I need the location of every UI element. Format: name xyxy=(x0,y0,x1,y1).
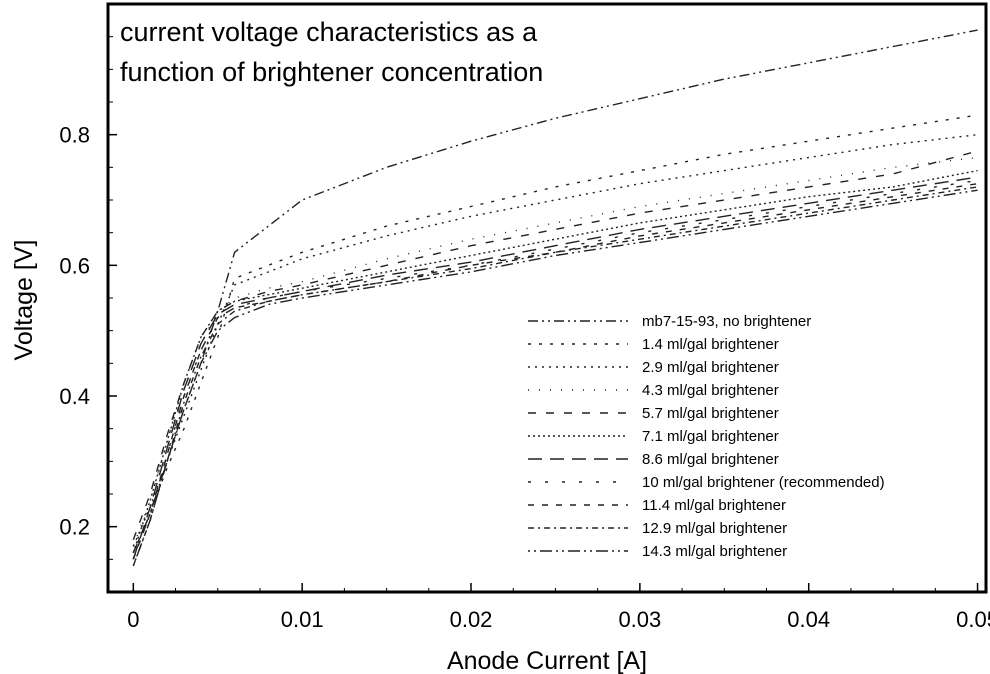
plot-lines xyxy=(132,29,978,567)
series-line-2 xyxy=(132,114,978,554)
x-tick-label-3: 0.03 xyxy=(618,607,661,632)
legend-label-11: 14.3 ml/gal brightener xyxy=(642,543,787,560)
y-axis-title: Voltage [V] xyxy=(10,240,38,361)
series-line-8 xyxy=(132,179,978,560)
axis-ticks xyxy=(108,36,979,593)
x-tick-labels: 0 0.01 0.02 0.03 0.04 0.05 xyxy=(127,607,990,632)
legend-label-5: 5.7 ml/gal brightener xyxy=(642,405,779,422)
plot-frame xyxy=(106,2,988,594)
series-line-3 xyxy=(132,134,978,547)
legend-label-9: 11.4 ml/gal brightener xyxy=(642,497,786,514)
y-tick-label-1: 0.4 xyxy=(59,384,90,409)
chart-title-line-1: current voltage characteristics as a xyxy=(120,17,538,47)
series-line-10 xyxy=(132,186,978,567)
legend: mb7-15-93, no brightener 1.4 ml/gal brigh… xyxy=(528,313,885,560)
chart-title: current voltage characteristics as a fun… xyxy=(120,17,543,87)
legend-label-1: mb7-15-93, no brightener xyxy=(642,313,811,330)
legend-label-10: 12.9 ml/gal brightener xyxy=(642,520,787,537)
y-tick-label-0: 0.2 xyxy=(59,515,90,540)
series-line-6 xyxy=(132,169,978,554)
legend-label-3: 2.9 ml/gal brightener xyxy=(642,359,779,376)
x-tick-label-1: 0.01 xyxy=(281,607,324,632)
x-axis-title: Anode Current [A] xyxy=(447,647,647,674)
y-tick-label-2: 0.6 xyxy=(59,253,90,278)
x-tick-label-0: 0 xyxy=(127,607,139,632)
series-line-4 xyxy=(132,156,978,547)
series-line-5 xyxy=(132,150,978,540)
y-tick-label-3: 0.8 xyxy=(59,123,90,148)
legend-label-2: 1.4 ml/gal brightener xyxy=(642,336,779,353)
series-line-9 xyxy=(132,183,978,560)
legend-label-8: 10 ml/gal brightener (recommended) xyxy=(642,474,885,491)
legend-label-7: 8.6 ml/gal brightener xyxy=(642,451,779,468)
chart-title-line-2: function of brightener concentration xyxy=(120,57,543,87)
series-line-7 xyxy=(132,176,978,560)
x-tick-label-4: 0.04 xyxy=(787,607,830,632)
series-line-11 xyxy=(132,189,978,567)
legend-label-4: 4.3 ml/gal brightener xyxy=(642,382,779,399)
y-tick-labels: 0.2 0.4 0.6 0.8 xyxy=(59,123,90,540)
legend-label-6: 7.1 ml/gal brightener xyxy=(642,428,779,445)
x-tick-label-5: 0.05 xyxy=(956,607,990,632)
x-tick-label-2: 0.02 xyxy=(450,607,493,632)
